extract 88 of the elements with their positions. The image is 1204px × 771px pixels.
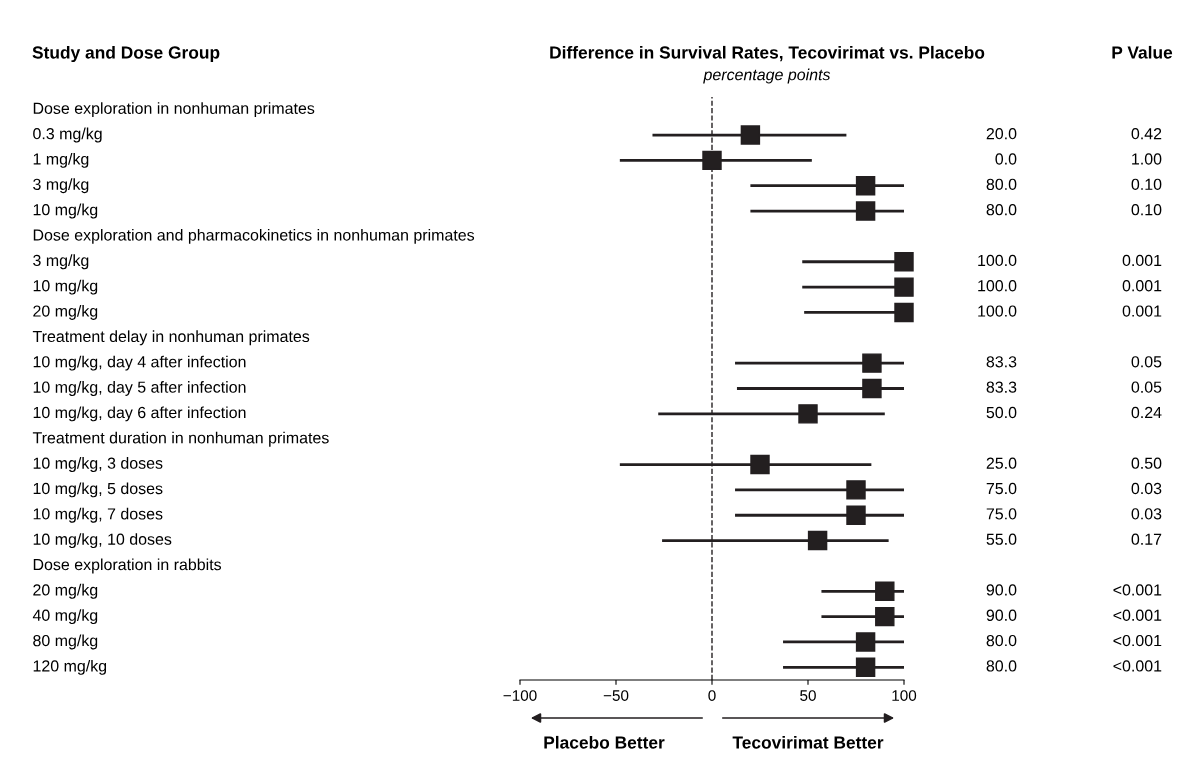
y-tick-label: 3 mg/kg <box>33 254 89 270</box>
y-tick-label: 3 mg/kg <box>33 178 89 194</box>
data-label: 75.0 <box>986 482 1017 495</box>
text: 0.05 <box>1131 381 1162 393</box>
y-tick-label: 0.3 mg/kg <box>33 127 102 143</box>
data-label: 80.0 <box>986 178 1017 190</box>
point <box>862 378 882 399</box>
text: 0.10 <box>1131 204 1162 216</box>
point <box>894 302 914 323</box>
text: P Value <box>1112 45 1173 59</box>
point <box>846 505 866 525</box>
text: <0.001 <box>1113 609 1162 621</box>
data-label: 100.0 <box>978 254 1017 267</box>
point <box>740 125 761 145</box>
data-label: 0.0 <box>995 153 1017 165</box>
y-tick-label: 10 mg/kg, 3 doses <box>33 457 163 472</box>
point <box>846 480 866 500</box>
x-tick-label: −100 <box>503 690 537 701</box>
text: <0.001 <box>1113 660 1162 672</box>
point <box>807 530 828 551</box>
data-label: 50.0 <box>986 406 1017 419</box>
y-tick-label: Dose exploration in rabbits <box>33 558 222 574</box>
y-tick-label: 10 mg/kg, 7 doses <box>33 507 163 523</box>
data-label: 75.0 <box>986 508 1017 520</box>
point <box>855 632 876 652</box>
point <box>750 454 770 475</box>
text: 0.03 <box>1131 508 1162 520</box>
text: 0.24 <box>1131 406 1162 419</box>
y-tick-label: 10 mg/kg, day 5 after infection <box>33 381 246 396</box>
y-tick-label: 10 mg/kg <box>33 203 98 219</box>
data-label: 83.3 <box>986 356 1017 368</box>
point <box>855 201 876 221</box>
y-tick-label: 10 mg/kg, day 6 after infection <box>33 406 246 422</box>
point <box>875 581 895 602</box>
text: 0.001 <box>1122 254 1162 267</box>
y-tick-label: 10 mg/kg, 5 doses <box>33 482 163 498</box>
text: 0.42 <box>1131 128 1162 140</box>
y-tick-label: 80 mg/kg <box>33 634 98 650</box>
y-tick-label: 1 mg/kg <box>33 152 89 168</box>
text: Placebo Better <box>544 735 665 749</box>
text: 0.001 <box>1122 305 1162 317</box>
data-label: 80.0 <box>986 204 1017 216</box>
data-label: 100.0 <box>978 280 1017 292</box>
point <box>894 277 914 297</box>
y-tick-label: 10 mg/kg, 10 doses <box>33 533 172 549</box>
text: <0.001 <box>1113 584 1162 596</box>
y-tick-label: 10 mg/kg, day 4 after infection <box>33 355 246 371</box>
data-label: 20.0 <box>986 128 1017 140</box>
text: Study and Dose Group <box>32 45 220 63</box>
text: <0.001 <box>1113 634 1162 647</box>
text: 0.17 <box>1131 533 1162 545</box>
text: 0.10 <box>1131 178 1162 190</box>
y-tick-label: Dose exploration in nonhuman primates <box>33 102 315 118</box>
data-label: 100.0 <box>978 305 1017 317</box>
y-tick-label: 40 mg/kg <box>32 609 98 625</box>
text: 0.05 <box>1131 356 1162 368</box>
point <box>855 175 876 196</box>
data-label: 90.0 <box>986 609 1017 621</box>
data-label: 25.0 <box>986 457 1017 469</box>
y-tick-label: Treatment duration in nonhuman primates <box>32 431 329 447</box>
y-tick-label: 10 mg/kg <box>33 279 98 295</box>
point <box>702 150 722 171</box>
point <box>862 353 882 373</box>
y-tick-label: Dose exploration and pharmacokinetics in nonhuman primates <box>33 228 475 244</box>
x-tick-label: 0 <box>708 690 716 701</box>
x-tick-label: −50 <box>603 690 629 701</box>
data-label: 83.3 <box>986 381 1017 393</box>
x-tick-label: 50 <box>800 690 816 701</box>
data-label: 80.0 <box>986 634 1017 647</box>
chart-title: Difference in Survival Rates, Tecovirimat vs. Placebo <box>550 45 985 62</box>
y-tick-label: 20 mg/kg <box>33 305 98 320</box>
point <box>875 606 895 627</box>
point <box>894 252 914 272</box>
data-label: 55.0 <box>986 533 1017 545</box>
chart-subtitle: percentage points <box>703 68 831 84</box>
data-label: 80.0 <box>986 660 1017 672</box>
y-tick-label: 120 mg/kg <box>33 659 107 675</box>
text: 0.001 <box>1122 280 1162 292</box>
text: 0.03 <box>1131 482 1162 495</box>
text: Tecovirimat Better <box>732 735 884 749</box>
point <box>855 657 876 678</box>
text: 1.00 <box>1132 153 1162 165</box>
x-tick-label: 100 <box>892 690 917 701</box>
text: 0.50 <box>1131 457 1162 469</box>
y-tick-label: Treatment delay in nonhuman primates <box>32 330 310 346</box>
point <box>798 404 818 424</box>
y-tick-label: 20 mg/kg <box>33 583 98 599</box>
data-label: 90.0 <box>986 584 1017 596</box>
